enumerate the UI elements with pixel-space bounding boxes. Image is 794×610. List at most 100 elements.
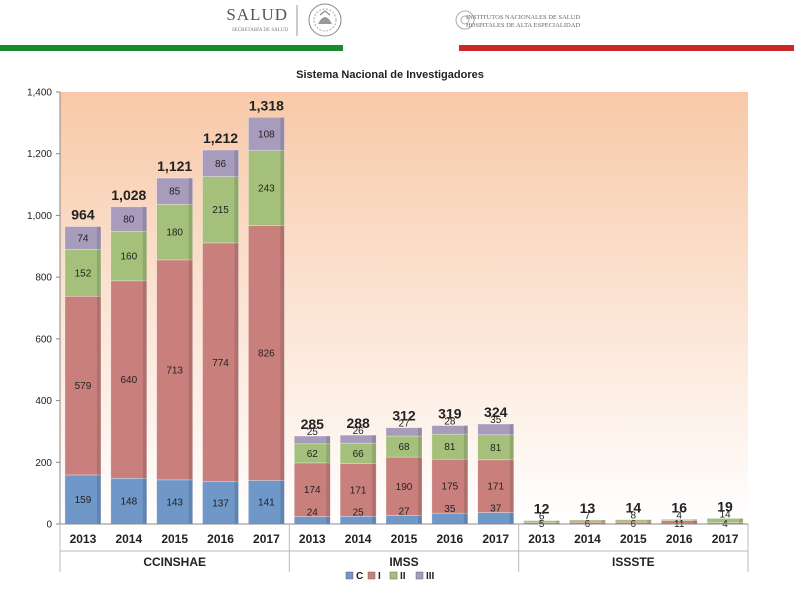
salud-logo-subtitle: SECRETARÍA DE SALUD	[232, 27, 288, 33]
bar-shade	[739, 518, 744, 524]
data-label: 171	[487, 482, 504, 493]
data-label: 35	[444, 504, 456, 515]
bar-segment-i	[64, 295, 102, 476]
bar-segment-c	[110, 478, 148, 525]
data-label: 8	[631, 511, 637, 522]
x-tick-label: 2013	[528, 532, 555, 546]
bar-segment-c	[202, 481, 239, 525]
data-label: 14	[720, 509, 732, 520]
x-tick-label: 2017	[482, 532, 509, 546]
bar-shade	[372, 435, 377, 524]
total-label: 12	[534, 501, 550, 517]
bar-segment-ii	[110, 231, 148, 282]
data-label: 152	[75, 268, 92, 279]
bar-segment-ii	[248, 150, 285, 226]
legend-swatch-iii	[415, 571, 424, 580]
data-label: 25	[307, 427, 319, 438]
x-tick-label: 2014	[574, 532, 601, 546]
data-label: 7	[585, 511, 591, 522]
bar-segment-iii	[293, 435, 331, 445]
bar-shade	[188, 178, 193, 524]
legend-swatch-ii	[389, 571, 398, 580]
bar-segment-ii	[615, 519, 652, 523]
bar-segment-iii	[385, 427, 423, 437]
total-label: 1,028	[111, 187, 146, 203]
bar-segment-ii	[431, 433, 469, 460]
bars	[64, 117, 744, 525]
salud-logo: SALUD SECRETARÍA DE SALUD	[226, 3, 342, 37]
data-label: 66	[353, 449, 365, 460]
data-label: 579	[75, 381, 92, 392]
y-tick-label: 1,400	[27, 88, 52, 99]
bar-segment-ii	[477, 434, 515, 461]
data-label: 86	[215, 159, 227, 170]
data-label: 171	[350, 485, 367, 496]
total-label: 1,318	[249, 97, 284, 113]
data-label: 148	[120, 497, 137, 508]
y-tick-label: 600	[35, 334, 52, 345]
bar-shade	[693, 519, 698, 524]
bar-segment-i	[293, 462, 331, 517]
x-tick-label: 2013	[70, 532, 97, 546]
x-tick-label: 2014	[345, 532, 372, 546]
bar-segment-iii	[202, 149, 239, 177]
bar-shade	[647, 519, 652, 524]
bar-segment-i	[202, 242, 239, 483]
legend-label: C	[356, 571, 363, 582]
data-label: 175	[442, 482, 459, 493]
bar-shade	[509, 424, 514, 524]
data-label: 243	[258, 184, 275, 195]
x-tick-label: 2017	[253, 532, 280, 546]
bar-segment-c	[248, 480, 285, 525]
bar-segment-i	[477, 459, 515, 513]
x-tick-label: 2016	[207, 532, 234, 546]
legend: C I II III	[345, 571, 435, 582]
group-label: ISSSTE	[612, 555, 655, 569]
bar-shade	[555, 520, 560, 524]
data-label: 74	[77, 233, 89, 244]
bar-segment-i	[110, 280, 148, 479]
institutos-logo: INSTITUTOS NACIONALES DE SALUD HOSPITALE…	[455, 10, 580, 30]
total-label: 288	[346, 415, 370, 431]
legend-swatch-i	[367, 571, 376, 580]
bar-segment-i	[339, 463, 377, 517]
x-tick-label: 2015	[620, 532, 647, 546]
group-label: CCINSHAE	[143, 555, 206, 569]
data-label: 27	[398, 507, 410, 518]
data-label: 35	[490, 415, 502, 426]
salud-logo-title: SALUD	[226, 5, 288, 24]
data-label: 826	[258, 349, 275, 360]
data-label: 68	[398, 442, 410, 453]
data-label: 25	[353, 507, 365, 518]
total-label: 319	[438, 406, 462, 422]
total-label: 14	[626, 500, 642, 516]
header-red-stripe	[459, 45, 794, 51]
data-label: 137	[212, 498, 229, 509]
y-tick-label: 800	[35, 273, 52, 284]
total-label: 324	[484, 404, 508, 420]
x-tick-label: 2016	[666, 532, 693, 546]
data-label: 4	[676, 510, 682, 521]
y-tick-label: 1,200	[27, 149, 52, 160]
bar-shade	[280, 117, 285, 524]
data-label: 24	[307, 508, 319, 519]
legend-swatch-c	[345, 571, 354, 580]
bar-segment-ii	[660, 519, 698, 521]
x-tick-label: 2013	[299, 532, 326, 546]
bar-shade	[601, 519, 606, 524]
x-tick-label: 2015	[161, 532, 188, 546]
bar-segment-ii	[569, 519, 606, 523]
data-label: 143	[166, 497, 183, 508]
bar-segment-i	[156, 259, 193, 481]
legend-label: III	[426, 571, 435, 582]
data-label: 28	[444, 417, 456, 428]
bar-segment-iii	[64, 226, 102, 250]
x-axis: 2013 2014 2015 2016 2017 2013 2014 2015 2016 2017…	[59, 523, 749, 572]
x-tick-label: 2016	[437, 532, 464, 546]
data-label: 6	[539, 512, 545, 523]
bar-segment-iii	[110, 206, 148, 232]
header-green-stripe	[0, 45, 343, 51]
legend-label: I	[378, 571, 381, 582]
bar-segment-iii	[339, 434, 377, 444]
